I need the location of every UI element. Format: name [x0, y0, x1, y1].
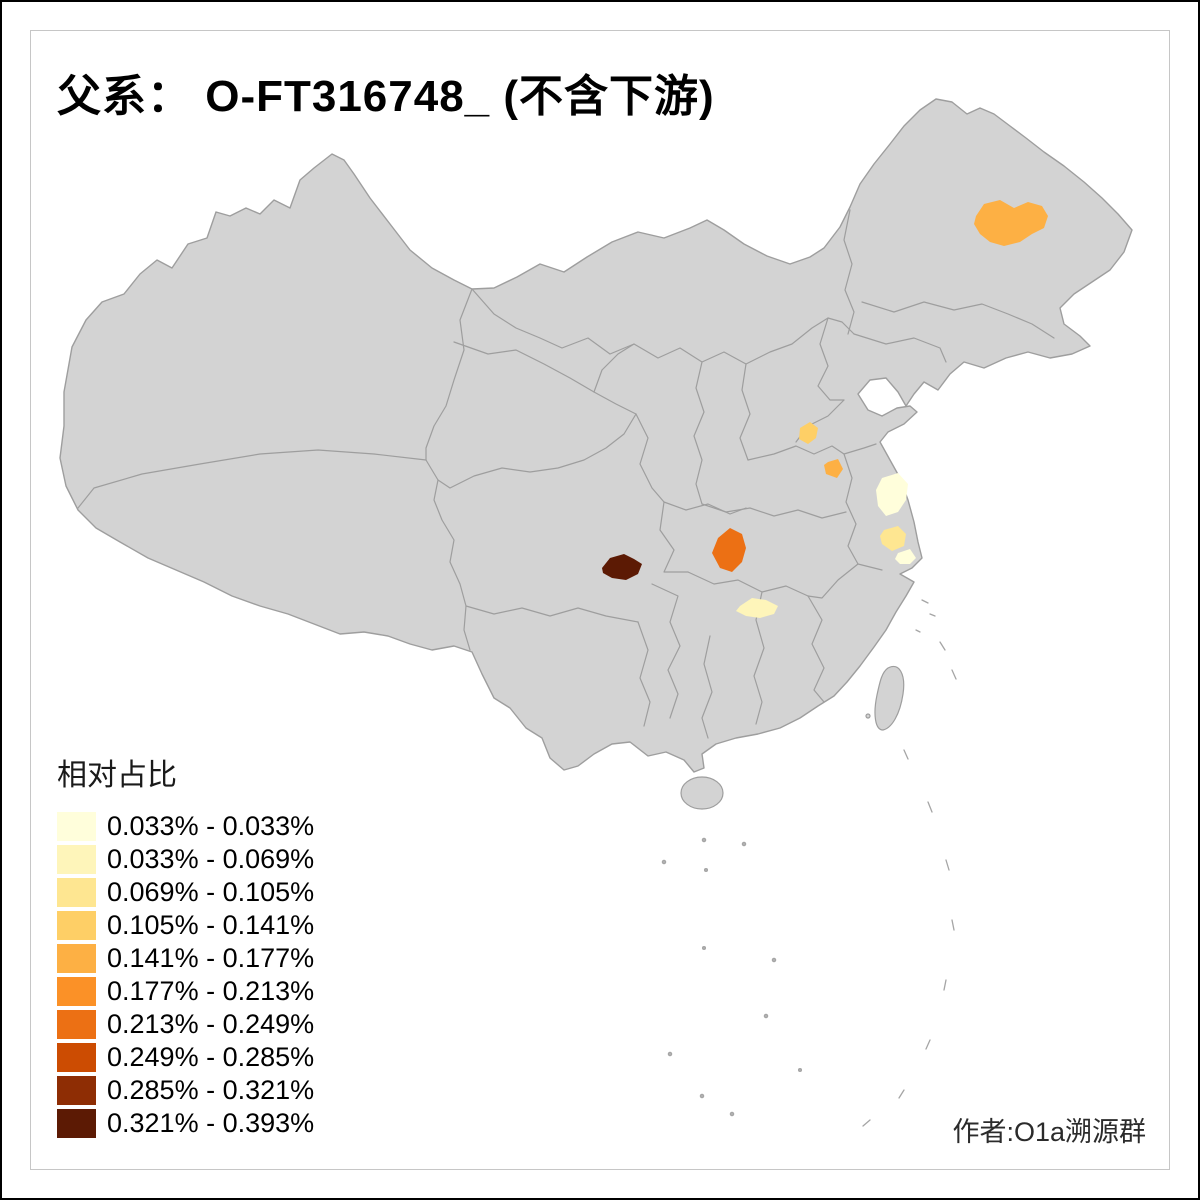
legend-label: 0.321% - 0.393% — [107, 1108, 315, 1138]
legend-swatch — [57, 1010, 96, 1039]
legend-label: 0.141% - 0.177% — [107, 943, 315, 973]
region-east-yellow-mid — [880, 526, 906, 551]
taiwan-island — [874, 665, 905, 731]
region-north-small-2 — [824, 459, 843, 478]
legend: 相对占比 0.033% - 0.033% 0.033% - 0.069% 0.0… — [57, 750, 314, 1140]
legend-label: 0.033% - 0.033% — [107, 811, 315, 841]
legend-label: 0.105% - 0.141% — [107, 910, 315, 940]
province-borders — [77, 209, 1055, 739]
legend-row: 0.033% - 0.033% — [57, 810, 314, 843]
legend-label: 0.069% - 0.105% — [107, 877, 315, 907]
legend-swatch — [57, 812, 96, 841]
legend-label: 0.249% - 0.285% — [107, 1042, 315, 1072]
legend-label: 0.285% - 0.321% — [107, 1075, 315, 1105]
legend-swatch — [57, 1043, 96, 1072]
legend-label: 0.033% - 0.069% — [107, 844, 315, 874]
legend-label: 0.213% - 0.249% — [107, 1009, 315, 1039]
legend-row: 0.177% - 0.213% — [57, 975, 314, 1008]
legend-row: 0.213% - 0.249% — [57, 1008, 314, 1041]
legend-swatch — [57, 911, 96, 940]
legend-title: 相对占比 — [57, 759, 177, 792]
region-east-pale-north — [876, 473, 908, 516]
legend-row: 0.141% - 0.177% — [57, 942, 314, 975]
penghu-islet — [865, 713, 871, 719]
legend-swatch — [57, 1109, 96, 1138]
legend-row: 0.249% - 0.285% — [57, 1041, 314, 1074]
legend-swatch — [57, 878, 96, 907]
region-central-orange — [712, 528, 746, 572]
legend-row: 0.033% - 0.069% — [57, 843, 314, 876]
islands — [680, 665, 905, 810]
legend-label: 0.177% - 0.213% — [107, 976, 315, 1006]
legend-row: 0.069% - 0.105% — [57, 876, 314, 909]
figure-title: 父系： O-FT316748_ (不含下游) — [57, 72, 715, 121]
legend-swatch — [57, 845, 96, 874]
hainan-island — [680, 776, 724, 810]
legend-swatch — [57, 1076, 96, 1105]
region-northeast — [974, 200, 1048, 246]
legend-swatch — [57, 944, 96, 973]
author-credit: 作者:O1a溯源群 — [952, 1117, 1146, 1147]
legend-swatch — [57, 977, 96, 1006]
legend-row: 0.285% - 0.321% — [57, 1074, 314, 1107]
region-central-pale — [736, 598, 778, 618]
region-southwest-dark — [602, 554, 642, 580]
legend-row: 0.321% - 0.393% — [57, 1107, 314, 1140]
legend-row: 0.105% - 0.141% — [57, 909, 314, 942]
country-outline — [59, 98, 1133, 773]
region-east-pale-south — [895, 549, 916, 564]
highlighted-regions — [602, 200, 1048, 618]
region-north-small-1 — [799, 422, 818, 444]
sea-islets — [661, 599, 957, 1127]
